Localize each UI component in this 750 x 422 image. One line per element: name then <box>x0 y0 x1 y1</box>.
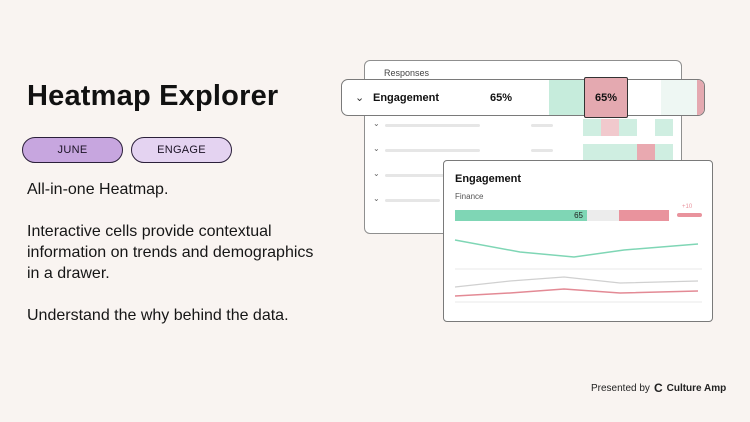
heatmap-row[interactable]: ⌄ <box>365 119 683 136</box>
chevron-down-icon[interactable]: ⌄ <box>373 144 380 153</box>
engagement-label: Engagement <box>373 92 440 104</box>
chevron-down-icon[interactable]: ⌄ <box>373 119 380 128</box>
engagement-row[interactable]: ⌄ Engagement 65% <box>341 79 705 116</box>
chevron-down-icon[interactable]: ⌄ <box>355 92 365 104</box>
heatmap-row[interactable]: ⌄ <box>365 169 683 181</box>
culture-amp-logo-icon: C <box>653 381 663 395</box>
brand-name: Culture Amp <box>666 382 727 394</box>
score-bar: 65 <box>455 210 669 221</box>
drawer-title: Engagement <box>455 173 522 185</box>
score-value: 65 <box>574 211 583 220</box>
drawer-subtitle: Finance <box>455 192 484 201</box>
chevron-down-icon[interactable]: ⌄ <box>373 169 380 178</box>
chip-engage[interactable]: ENGAGE <box>131 137 232 163</box>
drawer-panel: Engagement Finance 65 +10 <box>443 160 713 322</box>
delta-bar <box>677 213 702 217</box>
trend-line-gray <box>454 276 699 288</box>
footer-credit: Presented by C Culture Amp <box>591 381 726 395</box>
heatmap-row[interactable]: ⌄ <box>365 144 683 161</box>
trend-line-red <box>454 288 699 297</box>
tag-chips: JUNE ENGAGE <box>22 137 232 163</box>
engagement-value: 65% <box>490 92 513 104</box>
delta-label: +10 <box>682 204 693 210</box>
description-line-2: Interactive cells provide contextual inf… <box>27 223 314 282</box>
trend-chart <box>454 239 702 303</box>
page-title: Heatmap Explorer <box>27 80 279 112</box>
presented-by-label: Presented by <box>591 382 650 394</box>
trend-line-green <box>454 239 699 258</box>
selected-cell[interactable]: 65% <box>584 77 628 118</box>
description-line-1: All-in-one Heatmap. <box>27 181 169 198</box>
heatmap-row[interactable]: ⌄ <box>365 194 683 206</box>
description: All-in-one Heatmap. Interactive cells pr… <box>27 179 317 347</box>
responses-header: Responses <box>384 68 430 78</box>
chevron-down-icon[interactable]: ⌄ <box>373 194 380 203</box>
chip-june[interactable]: JUNE <box>22 137 123 163</box>
description-line-3: Understand the why behind the data. <box>27 307 289 324</box>
